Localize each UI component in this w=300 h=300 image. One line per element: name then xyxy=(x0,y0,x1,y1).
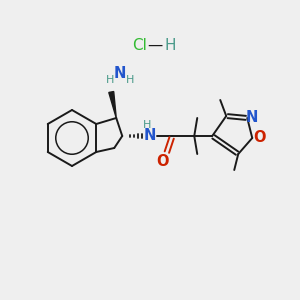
Text: —: — xyxy=(147,38,163,52)
Text: H: H xyxy=(126,75,134,85)
Text: N: N xyxy=(246,110,258,124)
Text: H: H xyxy=(106,75,114,85)
Text: N: N xyxy=(144,128,156,143)
Text: H: H xyxy=(164,38,176,52)
Text: O: O xyxy=(156,154,169,169)
Text: N: N xyxy=(114,67,126,82)
Polygon shape xyxy=(109,92,116,118)
Text: O: O xyxy=(253,130,266,146)
Text: Cl: Cl xyxy=(133,38,147,52)
Text: H: H xyxy=(143,120,152,130)
